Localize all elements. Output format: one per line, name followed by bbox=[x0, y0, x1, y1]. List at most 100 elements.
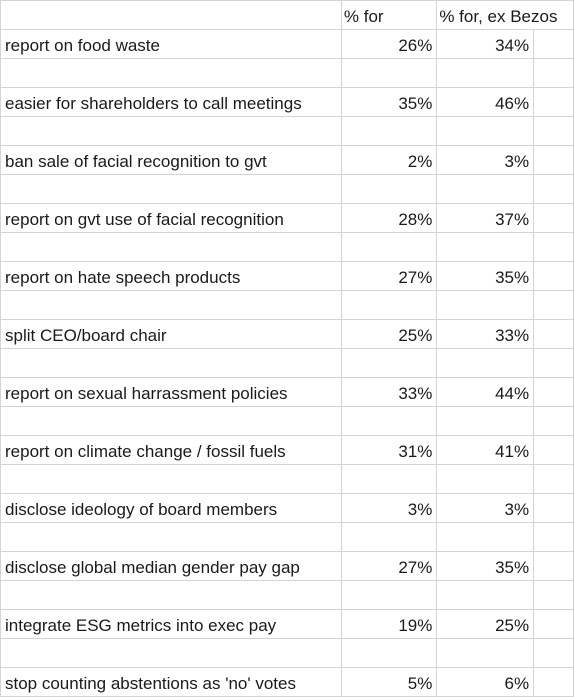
table-row: disclose global median gender pay gap 27%… bbox=[0, 551, 574, 581]
pct-for-cell[interactable]: 28% bbox=[340, 203, 438, 233]
pct-ex-bezos-cell[interactable]: 33% bbox=[436, 319, 535, 349]
empty-cell[interactable] bbox=[0, 174, 342, 204]
empty-cell[interactable] bbox=[436, 174, 535, 204]
empty-cell[interactable] bbox=[533, 464, 574, 494]
proposal-label-cell[interactable]: easier for shareholders to call meetings bbox=[0, 87, 342, 117]
empty-cell[interactable] bbox=[533, 406, 574, 436]
empty-cell[interactable] bbox=[0, 464, 342, 494]
pct-for-cell[interactable]: 5% bbox=[340, 667, 438, 697]
empty-header-cell[interactable] bbox=[0, 0, 342, 30]
empty-cell[interactable] bbox=[0, 232, 342, 262]
table-row: disclose ideology of board members 3% 3% bbox=[0, 493, 574, 523]
empty-cell[interactable] bbox=[533, 551, 574, 581]
empty-cell[interactable] bbox=[533, 87, 574, 117]
empty-cell[interactable] bbox=[340, 522, 438, 552]
empty-cell[interactable] bbox=[533, 493, 574, 523]
empty-cell[interactable] bbox=[340, 464, 438, 494]
pct-for-cell[interactable]: 35% bbox=[340, 87, 438, 117]
empty-cell[interactable] bbox=[533, 145, 574, 175]
empty-cell[interactable] bbox=[0, 290, 342, 320]
proposal-label-cell[interactable]: report on climate change / fossil fuels bbox=[0, 435, 342, 465]
empty-cell[interactable] bbox=[533, 609, 574, 639]
empty-cell[interactable] bbox=[340, 638, 438, 668]
pct-ex-bezos-cell[interactable]: 44% bbox=[436, 377, 535, 407]
empty-cell[interactable] bbox=[0, 522, 342, 552]
empty-cell[interactable] bbox=[340, 290, 438, 320]
empty-cell[interactable] bbox=[436, 464, 535, 494]
pct-for-cell[interactable]: 25% bbox=[340, 319, 438, 349]
empty-cell[interactable] bbox=[436, 58, 535, 88]
pct-for-cell[interactable]: 26% bbox=[340, 29, 438, 59]
empty-cell[interactable] bbox=[340, 116, 438, 146]
empty-cell[interactable] bbox=[0, 580, 342, 610]
empty-cell[interactable] bbox=[0, 406, 342, 436]
empty-cell[interactable] bbox=[533, 261, 574, 291]
spacer-row bbox=[0, 522, 574, 552]
header-pct-for[interactable]: % for bbox=[340, 0, 438, 30]
table-row: ban sale of facial recognition to gvt 2% 3… bbox=[0, 145, 574, 175]
pct-ex-bezos-cell[interactable]: 6% bbox=[436, 667, 535, 697]
proposal-label-cell[interactable]: integrate ESG metrics into exec pay bbox=[0, 609, 342, 639]
empty-cell[interactable] bbox=[533, 522, 574, 552]
pct-ex-bezos-cell[interactable]: 35% bbox=[436, 551, 535, 581]
empty-cell[interactable] bbox=[436, 638, 535, 668]
empty-cell[interactable] bbox=[0, 348, 342, 378]
empty-cell[interactable] bbox=[0, 58, 342, 88]
empty-cell[interactable] bbox=[0, 116, 342, 146]
empty-cell[interactable] bbox=[533, 667, 574, 697]
header-pct-ex-bezos[interactable]: % for, ex Bezos bbox=[436, 0, 574, 30]
empty-cell[interactable] bbox=[533, 116, 574, 146]
empty-cell[interactable] bbox=[533, 174, 574, 204]
empty-cell[interactable] bbox=[436, 406, 535, 436]
empty-cell[interactable] bbox=[533, 290, 574, 320]
proposal-label-cell[interactable]: disclose global median gender pay gap bbox=[0, 551, 342, 581]
empty-cell[interactable] bbox=[533, 29, 574, 59]
pct-for-cell[interactable]: 27% bbox=[340, 551, 438, 581]
empty-cell[interactable] bbox=[533, 435, 574, 465]
empty-cell[interactable] bbox=[436, 116, 535, 146]
empty-cell[interactable] bbox=[340, 232, 438, 262]
pct-for-cell[interactable]: 2% bbox=[340, 145, 438, 175]
pct-ex-bezos-cell[interactable]: 25% bbox=[436, 609, 535, 639]
empty-cell[interactable] bbox=[533, 58, 574, 88]
empty-cell[interactable] bbox=[533, 232, 574, 262]
pct-ex-bezos-cell[interactable]: 3% bbox=[436, 493, 535, 523]
pct-ex-bezos-cell[interactable]: 34% bbox=[436, 29, 535, 59]
pct-ex-bezos-cell[interactable]: 35% bbox=[436, 261, 535, 291]
empty-cell[interactable] bbox=[533, 203, 574, 233]
empty-cell[interactable] bbox=[533, 638, 574, 668]
proposal-label-cell[interactable]: report on gvt use of facial recognition bbox=[0, 203, 342, 233]
empty-cell[interactable] bbox=[436, 232, 535, 262]
pct-for-cell[interactable]: 31% bbox=[340, 435, 438, 465]
empty-cell[interactable] bbox=[533, 319, 574, 349]
empty-cell[interactable] bbox=[533, 377, 574, 407]
pct-ex-bezos-cell[interactable]: 3% bbox=[436, 145, 535, 175]
empty-cell[interactable] bbox=[533, 580, 574, 610]
empty-cell[interactable] bbox=[0, 638, 342, 668]
empty-cell[interactable] bbox=[340, 174, 438, 204]
empty-cell[interactable] bbox=[340, 58, 438, 88]
pct-for-cell[interactable]: 27% bbox=[340, 261, 438, 291]
empty-cell[interactable] bbox=[436, 522, 535, 552]
pct-for-cell[interactable]: 3% bbox=[340, 493, 438, 523]
empty-cell[interactable] bbox=[340, 348, 438, 378]
empty-cell[interactable] bbox=[340, 580, 438, 610]
proposal-label-cell[interactable]: report on hate speech products bbox=[0, 261, 342, 291]
pct-for-cell[interactable]: 33% bbox=[340, 377, 438, 407]
proposal-label-cell[interactable]: disclose ideology of board members bbox=[0, 493, 342, 523]
pct-for-cell[interactable]: 19% bbox=[340, 609, 438, 639]
pct-ex-bezos-cell[interactable]: 46% bbox=[436, 87, 535, 117]
empty-cell[interactable] bbox=[436, 348, 535, 378]
pct-ex-bezos-cell[interactable]: 37% bbox=[436, 203, 535, 233]
empty-cell[interactable] bbox=[436, 290, 535, 320]
proposal-label-cell[interactable]: ban sale of facial recognition to gvt bbox=[0, 145, 342, 175]
proposal-label-cell[interactable]: stop counting abstentions as 'no' votes bbox=[0, 667, 342, 697]
proposal-label-cell[interactable]: report on food waste bbox=[0, 29, 342, 59]
empty-cell[interactable] bbox=[533, 348, 574, 378]
proposal-label-cell[interactable]: split CEO/board chair bbox=[0, 319, 342, 349]
empty-cell[interactable] bbox=[340, 406, 438, 436]
pct-ex-bezos-cell[interactable]: 41% bbox=[436, 435, 535, 465]
empty-cell[interactable] bbox=[436, 580, 535, 610]
proposal-label-cell[interactable]: report on sexual harrassment policies bbox=[0, 377, 342, 407]
